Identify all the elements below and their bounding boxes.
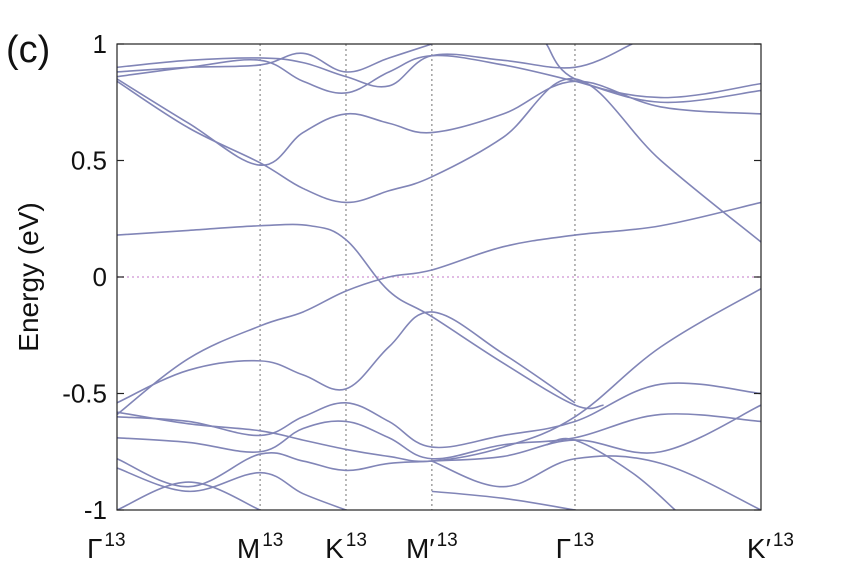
x-tick-label-3: M′ 13	[406, 530, 458, 564]
band-line-7	[117, 44, 633, 88]
band-line-5	[117, 78, 761, 166]
band-line-18	[546, 437, 676, 510]
band-line-9	[545, 44, 761, 99]
x-axis-ticks: Γ 13 M 13 K 13 M′ 13 Γ 13 K′ 13	[87, 530, 794, 564]
band-line-15	[117, 481, 261, 510]
band-line-11	[117, 413, 761, 460]
y-tick-label-0: 1	[93, 29, 107, 59]
band-line-4	[117, 78, 761, 243]
band-line-12	[117, 287, 761, 463]
x-tick-label-5: K′ 13	[747, 530, 794, 564]
x-tick-label-0: Γ 13	[87, 530, 126, 564]
band-line-3	[117, 201, 761, 416]
x-tick-label-4: Γ 13	[556, 530, 595, 564]
x-tick-label-1: M 13	[237, 530, 283, 564]
y-tick-label-4: -1	[84, 495, 107, 525]
band-line-2	[117, 311, 576, 404]
band-line-1	[117, 223, 604, 410]
y-tick-label-2: 0	[93, 262, 107, 292]
y-tick-label-1: 0.5	[71, 146, 107, 176]
band-line-6	[117, 54, 761, 104]
x-tick-label-2: K 13	[325, 530, 367, 564]
band-line-17	[431, 490, 576, 510]
band-line-13	[117, 404, 761, 488]
band-line-8	[117, 44, 433, 73]
y-tick-label-3: -0.5	[62, 379, 107, 409]
band-lines	[117, 44, 761, 510]
band-line-16	[431, 455, 761, 510]
y-axis-ticks: 1 0.5 0 -0.5 -1	[62, 29, 761, 525]
y-axis-label: Energy (eV)	[13, 202, 44, 351]
band-line-10	[117, 382, 761, 449]
band-line-14	[117, 467, 347, 510]
panel-label: (c)	[6, 29, 50, 71]
